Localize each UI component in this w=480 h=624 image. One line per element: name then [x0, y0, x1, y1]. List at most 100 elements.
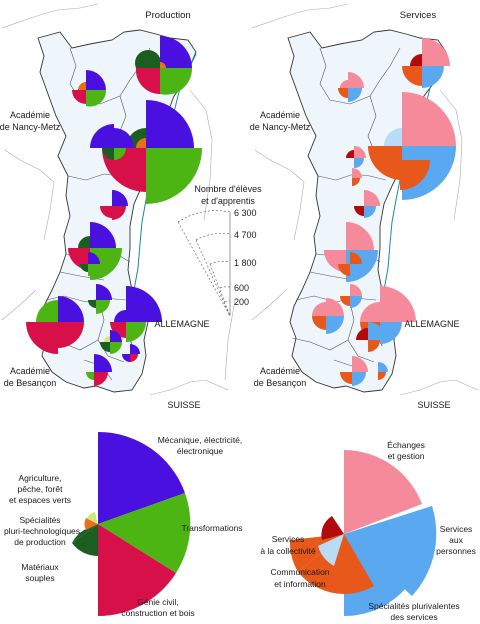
- legend-slice-collectivite: [321, 516, 344, 540]
- services-map: Services: [250, 3, 479, 410]
- pie-chart: [88, 284, 112, 314]
- legend-label-mecanique-2: électronique: [177, 446, 224, 456]
- border-outside: [439, 89, 463, 221]
- legend-label-transformations: Transformations: [181, 523, 242, 533]
- pie-chart: [346, 146, 366, 168]
- legend-pie: [72, 431, 191, 617]
- border-outside: [254, 149, 305, 241]
- services-legend: Échanges et gestion Services aux personn…: [260, 440, 475, 622]
- legend-label-communication-1: Communication: [270, 567, 329, 577]
- production-map: Production: [0, 3, 236, 410]
- legend-label-communication-2: et information: [274, 579, 326, 589]
- pie-chart: [90, 124, 134, 160]
- pie-chart: [102, 100, 202, 204]
- pie-chart: [86, 354, 112, 386]
- pie-chart: [135, 36, 193, 95]
- legend-label-materiaux-1: Matériaux: [21, 562, 59, 572]
- legend-pie: [289, 450, 437, 617]
- scale-arc: [195, 233, 231, 241]
- academy-label-besancon-line2: de Besançon: [254, 378, 307, 388]
- scale-ray: [177, 221, 231, 317]
- scale-arc: [177, 210, 231, 223]
- legend-label-plurivalentes-2: des services: [390, 612, 437, 622]
- academy-label-nancy-line2: de Nancy-Metz: [0, 122, 61, 132]
- legend-label-services-personnes-1: Services: [440, 524, 473, 534]
- border-outside: [251, 3, 349, 29]
- pie-chart: [312, 298, 344, 334]
- legend-label-pluri-2: pluri-technologiques: [4, 526, 80, 536]
- legend-label-agriculture-3: et espaces verts: [9, 495, 71, 505]
- country-label-allemagne: ALLEMAGNE: [154, 319, 209, 329]
- pie-chart: [400, 160, 430, 190]
- border-outside: [399, 379, 479, 396]
- pie-chart: [338, 72, 364, 102]
- legend-label-services-personnes-3: personnes: [436, 546, 476, 556]
- pie-chart: [356, 322, 386, 352]
- border-outside: [1, 3, 99, 29]
- legend-label-pluri-3: de production: [14, 537, 66, 547]
- pie-chart: [354, 190, 380, 218]
- pie-chart: [110, 286, 162, 342]
- legend-label-plurivalentes-1: Spécialités plurivalentes: [368, 601, 459, 611]
- pie-chart: [338, 252, 362, 276]
- legend-label-agriculture-1: Agriculture,: [19, 473, 62, 483]
- pie-chart: [402, 38, 450, 88]
- pie-chart: [352, 168, 362, 186]
- academy-label-besancon-line1: Académie: [10, 366, 50, 376]
- pie-chart: [378, 362, 388, 380]
- legend-slice-mecanique: [98, 431, 185, 524]
- country-label-suisse: SUISSE: [167, 400, 200, 410]
- border-outside: [189, 89, 213, 221]
- scale-value: 1 800: [234, 258, 257, 268]
- scale-ray: [195, 239, 231, 317]
- legend-label-echanges-1: Échanges: [387, 440, 425, 450]
- academy-label-nancy-line2: de Nancy-Metz: [250, 122, 311, 132]
- scale-ray: [209, 263, 231, 317]
- legend-slice-genie-civil: [98, 524, 176, 617]
- pie-chart: [100, 190, 128, 220]
- production-legend: Mécanique, électricité, électronique Tra…: [4, 431, 243, 618]
- country-label-allemagne: ALLEMAGNE: [404, 319, 459, 329]
- legend-slice-pluri-technologiques: [84, 518, 98, 530]
- legend-label-collectivite-2: à la collectivité: [260, 546, 316, 556]
- legend-slice-materiaux-souples: [72, 524, 98, 557]
- academy-label-nancy-line1: Académie: [10, 110, 50, 120]
- legend-label-echanges-2: et gestion: [388, 451, 425, 461]
- pie-chart: [368, 92, 456, 200]
- services-map-title: Services: [400, 10, 437, 21]
- scale-arc: [219, 286, 231, 289]
- border-outside: [149, 379, 229, 396]
- legend-slice-echanges: [344, 450, 422, 534]
- legend-label-agriculture-2: pêche, forêt: [18, 484, 64, 494]
- legend-slice-agriculture: [87, 512, 98, 524]
- border-outside: [4, 149, 55, 241]
- pie-chart: [26, 296, 84, 354]
- scale-value: 6 300: [234, 208, 257, 218]
- academy-label-nancy-line1: Académie: [260, 110, 300, 120]
- legend-label-pluri-1: Spécialités: [19, 515, 60, 525]
- legend-slice-transformations: [98, 493, 191, 573]
- scale-value: 4 700: [234, 230, 257, 240]
- scale-legend-title-line2: et d'apprentis: [201, 196, 255, 206]
- pie-chart: [122, 344, 140, 362]
- academy-label-besancon-line2: de Besançon: [4, 378, 57, 388]
- pie-chart: [340, 356, 368, 386]
- scale-value: 200: [234, 297, 249, 307]
- border-outside: [224, 299, 236, 381]
- academy-label-besancon-line1: Académie: [260, 366, 300, 376]
- legend-label-materiaux-2: souples: [25, 573, 54, 583]
- scale-value: 600: [234, 283, 249, 293]
- scale-arc: [209, 261, 231, 265]
- services-pies: [312, 38, 456, 386]
- border-outside: [251, 289, 287, 321]
- legend-slice-services-personnes: [344, 506, 437, 596]
- legend-slice-plurivalentes: [344, 534, 374, 595]
- border-outside: [1, 289, 37, 321]
- legend-label-services-personnes-2: aux: [449, 535, 463, 545]
- pie-chart: [72, 70, 107, 107]
- legend-label-mecanique-1: Mécanique, électricité,: [158, 435, 243, 445]
- legend-slice-communication: [318, 534, 344, 566]
- production-pies: [26, 36, 202, 386]
- production-map-title: Production: [145, 10, 190, 21]
